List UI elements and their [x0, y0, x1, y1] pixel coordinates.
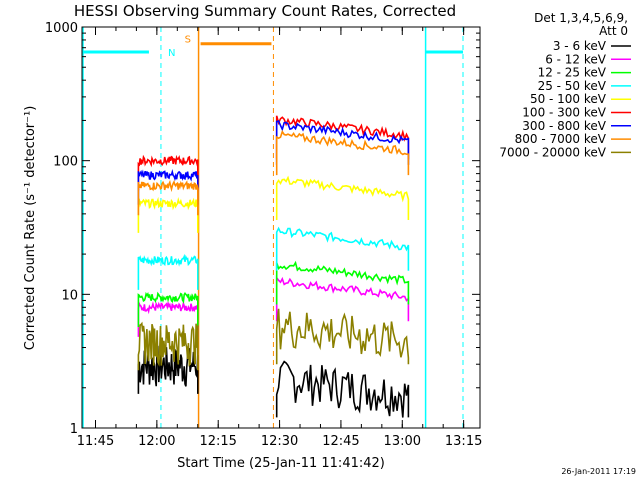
- chart-title: HESSI Observing Summary Count Rates, Cor…: [74, 2, 456, 20]
- x-tick-label: 12:30: [261, 434, 298, 449]
- y-tick-label: 10: [61, 288, 78, 303]
- x-tick-label: 13:15: [445, 434, 482, 449]
- legend-entry-label: 800 - 7000 keV: [515, 132, 607, 146]
- legend-entry-label: 50 - 100 keV: [530, 92, 607, 106]
- legend-entry-label: 7000 - 20000 keV: [499, 145, 606, 159]
- series-line: [275, 175, 410, 220]
- y-tick-label: 1: [70, 422, 78, 437]
- series-line: [275, 226, 410, 271]
- y-axis-label: Corrected Count Rate (s⁻¹ detector⁻¹): [23, 106, 38, 351]
- series-line: [137, 300, 199, 337]
- legend-entry-label: 300 - 800 keV: [522, 119, 606, 133]
- y-tick-label: 1000: [45, 21, 78, 36]
- series-line: [137, 253, 199, 290]
- legend-entry-label: 6 - 12 keV: [545, 52, 607, 66]
- y-tick-label: 100: [53, 155, 78, 170]
- series-line: [137, 196, 199, 233]
- x-tick-label: 12:45: [322, 434, 359, 449]
- timestamp: 26-Jan-2011 17:19: [561, 467, 636, 476]
- series-line: [275, 115, 410, 160]
- series-line: [137, 169, 199, 205]
- x-tick-label: 11:45: [77, 434, 114, 449]
- x-tick-label: 12:15: [199, 434, 236, 449]
- axes: 11:45 12:00 12:15 12:30 12:45 13:00 13:15 1 10 10…: [45, 21, 482, 449]
- night-label: N: [168, 48, 175, 59]
- series-line: [275, 308, 410, 365]
- series-line: [275, 275, 410, 322]
- x-tick-label: 12:00: [138, 434, 175, 449]
- series-line: [137, 154, 199, 191]
- series-line: [137, 321, 199, 371]
- interval-bars: NS: [82, 27, 464, 428]
- legend-entry-label: 25 - 50 keV: [538, 79, 607, 93]
- series-line: [137, 291, 199, 327]
- series-line: [275, 260, 410, 305]
- series-line: [275, 120, 410, 165]
- legend-entry-label: 100 - 300 keV: [522, 106, 606, 120]
- series-lines: [137, 115, 410, 418]
- legend-entry-label: 12 - 25 keV: [538, 66, 607, 80]
- legend-header: Det 1,3,4,5,6,9,: [534, 11, 628, 25]
- plot-frame: [81, 26, 481, 429]
- x-tick-label: 13:00: [384, 434, 421, 449]
- series-line: [275, 129, 410, 176]
- saa-label: S: [185, 35, 191, 46]
- legend-header: Att 0: [599, 24, 628, 38]
- series-line: [137, 179, 199, 216]
- series-line: [275, 360, 410, 418]
- legend-entry-label: 3 - 6 keV: [553, 39, 607, 53]
- x-axis-label: Start Time (25-Jan-11 11:41:42): [177, 456, 385, 471]
